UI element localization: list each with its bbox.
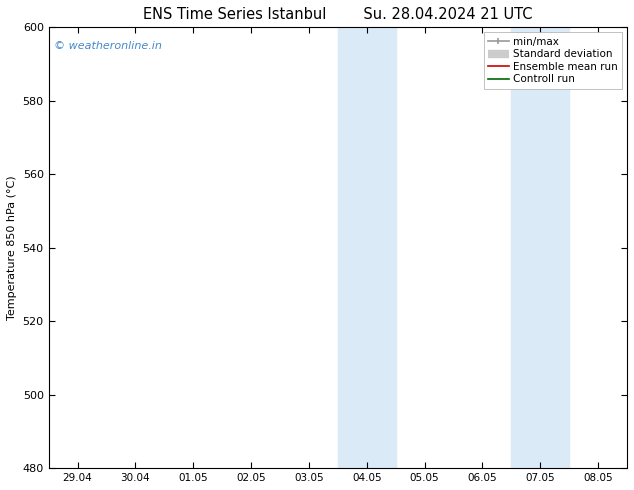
Text: © weatheronline.in: © weatheronline.in: [55, 41, 162, 50]
Y-axis label: Temperature 850 hPa (°C): Temperature 850 hPa (°C): [7, 175, 17, 320]
Bar: [366, 27, 396, 468]
Bar: [540, 27, 569, 468]
Bar: [338, 27, 366, 468]
Legend: min/max, Standard deviation, Ensemble mean run, Controll run: min/max, Standard deviation, Ensemble me…: [484, 32, 622, 89]
Bar: [512, 27, 540, 468]
Title: ENS Time Series Istanbul        Su. 28.04.2024 21 UTC: ENS Time Series Istanbul Su. 28.04.2024 …: [143, 7, 533, 22]
